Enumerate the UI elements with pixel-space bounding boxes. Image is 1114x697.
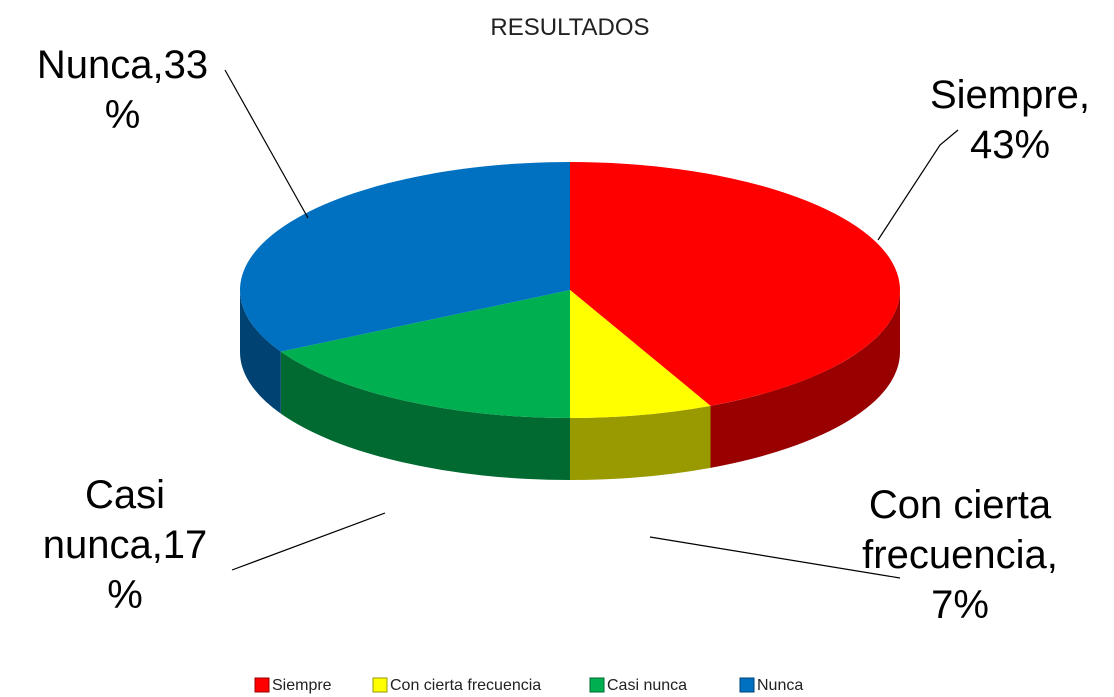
pie-side (240, 290, 281, 414)
legend-swatch (254, 677, 270, 693)
pie-slice (280, 290, 570, 418)
legend-swatch (589, 677, 605, 693)
legend-label: Casi nunca (607, 677, 687, 694)
pie-slice (240, 162, 571, 352)
pie-slice (570, 290, 711, 418)
legend-label: Siempre (272, 677, 332, 694)
pie-side (570, 405, 711, 480)
data-label: Siempre, 43% (929, 73, 1091, 167)
pie-side (710, 290, 900, 468)
pie-side (280, 351, 570, 480)
data-label: Casi nunca,17 % (42, 473, 208, 617)
leader-line (649, 536, 901, 579)
leader-line (231, 512, 386, 571)
chart-title: RESULTADOS (490, 14, 649, 41)
data-label: Nunca,33 % (36, 43, 209, 137)
leader-line (224, 69, 309, 219)
legend-label: Nunca (757, 677, 803, 694)
legend: Siempre Con cierta frecuencia Casi nunca Nu… (254, 677, 803, 694)
pie-slice (570, 162, 900, 406)
legend-swatch (739, 677, 755, 693)
legend-label: Con cierta frecuencia (390, 677, 541, 694)
legend-swatch (372, 677, 388, 693)
leader-line (877, 129, 959, 241)
data-label: Con cierta frecuencia,7% (862, 483, 1058, 627)
